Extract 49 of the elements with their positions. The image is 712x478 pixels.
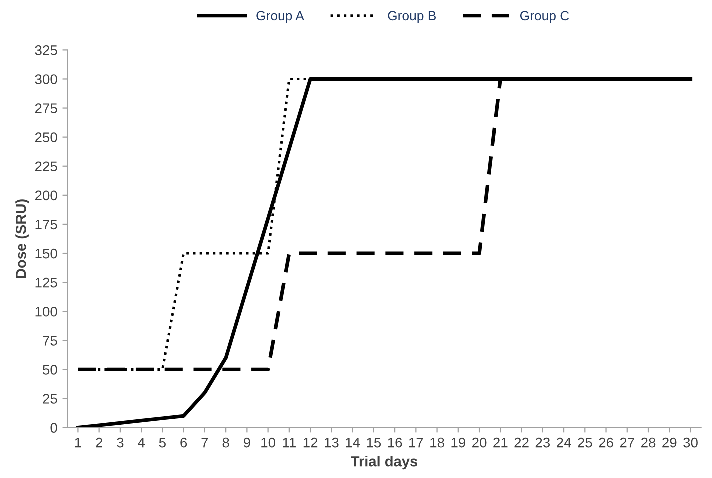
x-tick-label: 2 [96,438,102,448]
x-tick-label: 1 [75,438,82,448]
y-tick-label: 325 [35,46,58,56]
x-tick-label: 12 [304,438,318,448]
x-tick-label: 7 [202,438,208,448]
y-tick-label: 300 [35,74,58,84]
x-tick-label: 6 [180,438,188,448]
x-tick-label: 29 [662,438,677,448]
x-tick-label: 14 [346,438,360,448]
legend-label: Group B [388,11,436,24]
x-tick-label: 11 [283,438,296,448]
x-tick-label: 25 [578,438,592,448]
x-axis-title: Trial days [351,456,418,470]
x-tick-label: 23 [536,438,550,448]
y-tick-label: 175 [36,220,58,230]
x-tick-label: 18 [430,438,444,448]
x-tick-label: 5 [159,438,166,448]
y-axis-title: Dose (SRU) [16,200,30,278]
y-tick-label: 275 [35,104,58,114]
x-tick-label: 21 [494,438,508,448]
y-tick-label: 75 [43,336,58,346]
y-tick-label: 25 [43,394,58,404]
legend-label: Group A [256,11,304,24]
y-tick-label: 125 [36,278,58,288]
x-tick-label: 19 [452,438,466,448]
x-tick-label: 24 [557,438,572,448]
y-tick-label: 200 [35,190,58,201]
x-tick-label: 9 [244,438,250,448]
x-tick-label: 16 [388,438,402,448]
x-tick-label: 27 [620,438,634,448]
x-tick-label: 30 [684,438,698,448]
x-tick-label: 10 [262,438,276,448]
y-tick-label: 50 [43,365,58,375]
legend-label: Group C [520,11,570,24]
y-tick-label: 100 [36,306,58,317]
y-tick-label: 250 [35,132,58,142]
y-tick-label: 0 [50,423,58,433]
x-tick-label: 3 [117,438,124,448]
x-tick-label: 4 [138,438,146,448]
y-tick-label: 150 [36,248,58,259]
x-tick-label: 22 [514,438,529,448]
x-tick-label: 8 [222,438,230,448]
y-tick-label: 225 [35,162,58,172]
x-tick-label: 26 [599,438,614,448]
x-tick-label: 15 [367,438,382,448]
x-tick-label: 13 [325,438,339,448]
x-tick-label: 20 [472,438,487,448]
x-tick-label: 17 [410,438,424,448]
x-tick-label: 28 [641,438,656,448]
